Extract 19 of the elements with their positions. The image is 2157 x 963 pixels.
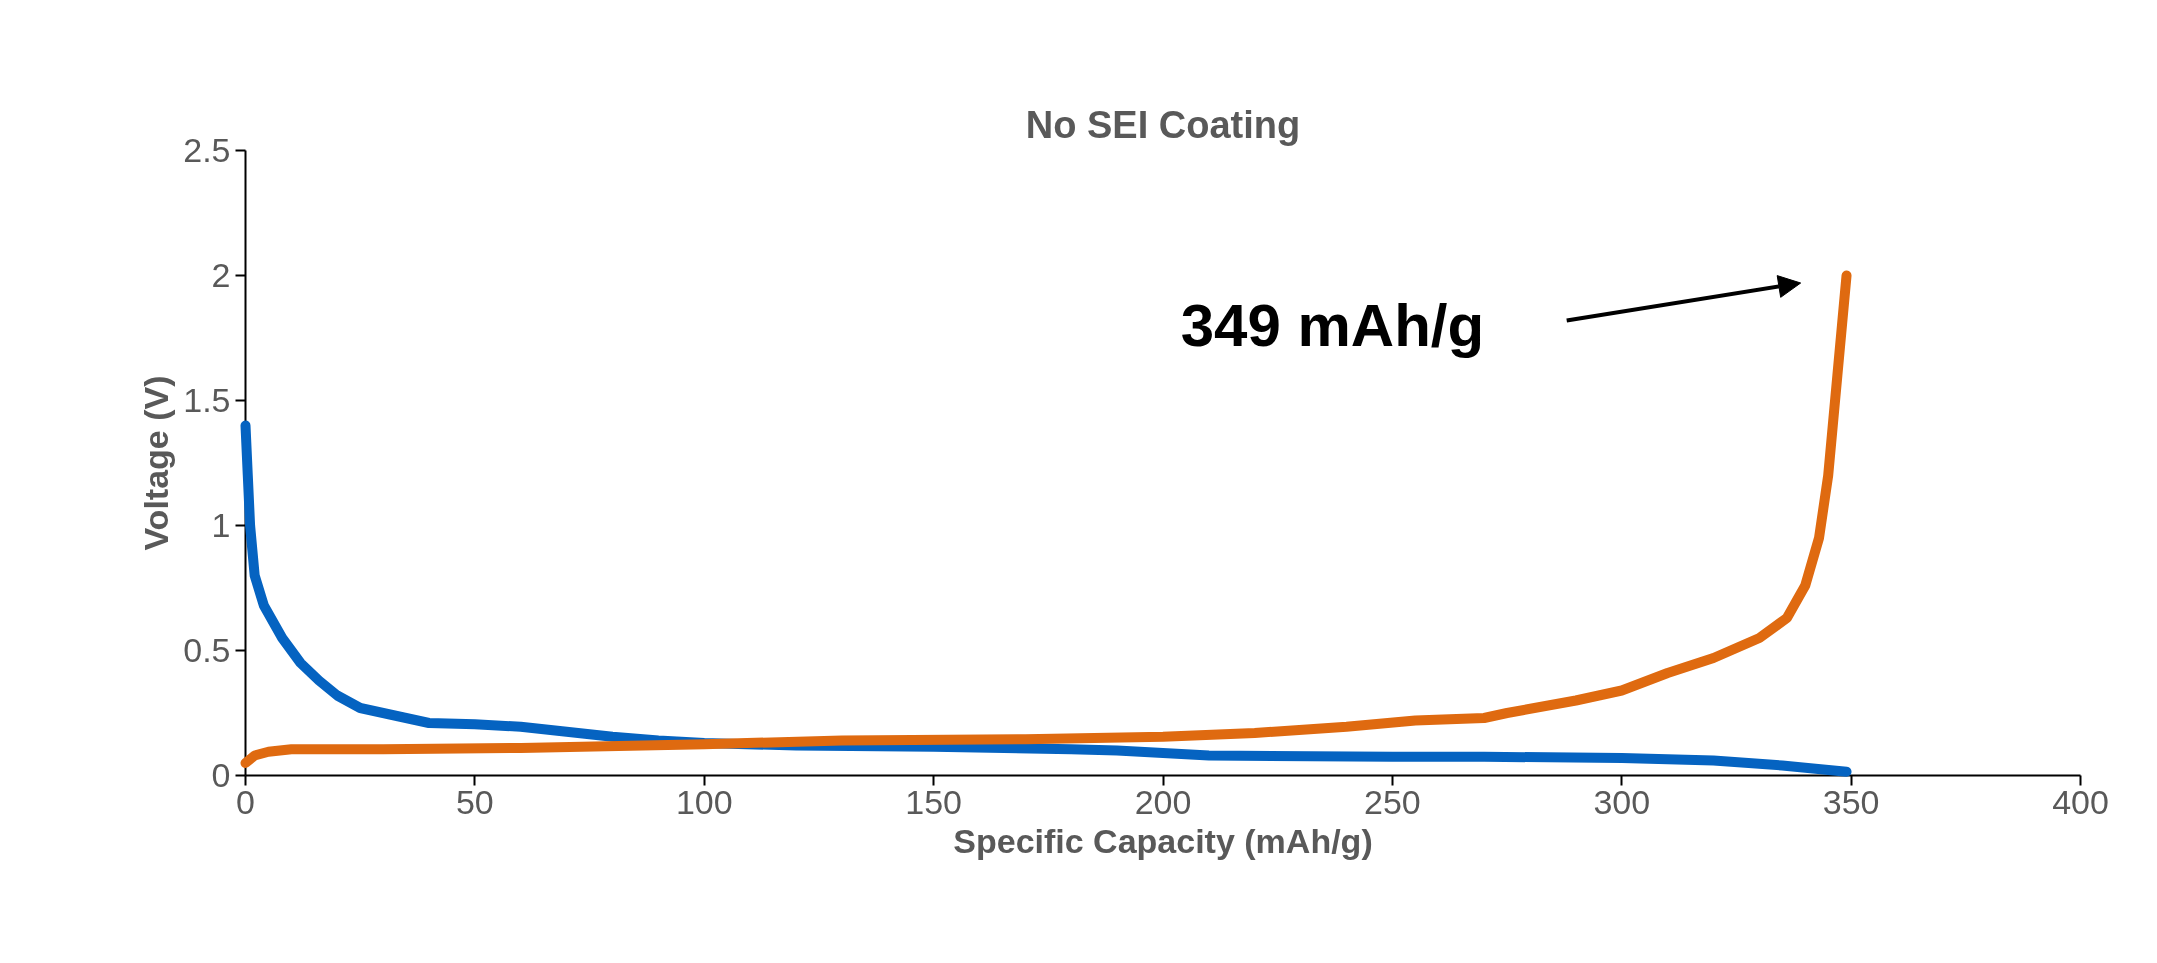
chart-title: No SEI Coating xyxy=(1025,103,1301,146)
y-tick-label: 1.5 xyxy=(183,381,231,419)
x-tick-label: 200 xyxy=(1134,782,1192,821)
x-tick-label: 150 xyxy=(905,782,962,821)
x-tick-label: 350 xyxy=(1822,782,1880,821)
x-tick-label: 100 xyxy=(675,782,733,821)
x-tick-label: 300 xyxy=(1593,782,1651,821)
x-axis-title: Specific Capacity (mAh/g) xyxy=(953,821,1373,860)
x-tick-label: 400 xyxy=(2052,782,2109,821)
y-tick-label: 1 xyxy=(211,506,231,544)
x-tick-label: 50 xyxy=(455,782,494,821)
y-tick-label: 0 xyxy=(211,756,231,794)
x-tick-label: 0 xyxy=(236,782,255,821)
y-axis-title: Voltage (V) xyxy=(137,375,176,551)
y-tick-label: 2 xyxy=(211,256,231,294)
annotation: 349 mAh/g xyxy=(1180,292,1485,359)
y-tick-label: 0.5 xyxy=(183,631,231,669)
y-tick-label: 2.5 xyxy=(183,131,231,169)
x-tick-label: 250 xyxy=(1364,782,1421,821)
